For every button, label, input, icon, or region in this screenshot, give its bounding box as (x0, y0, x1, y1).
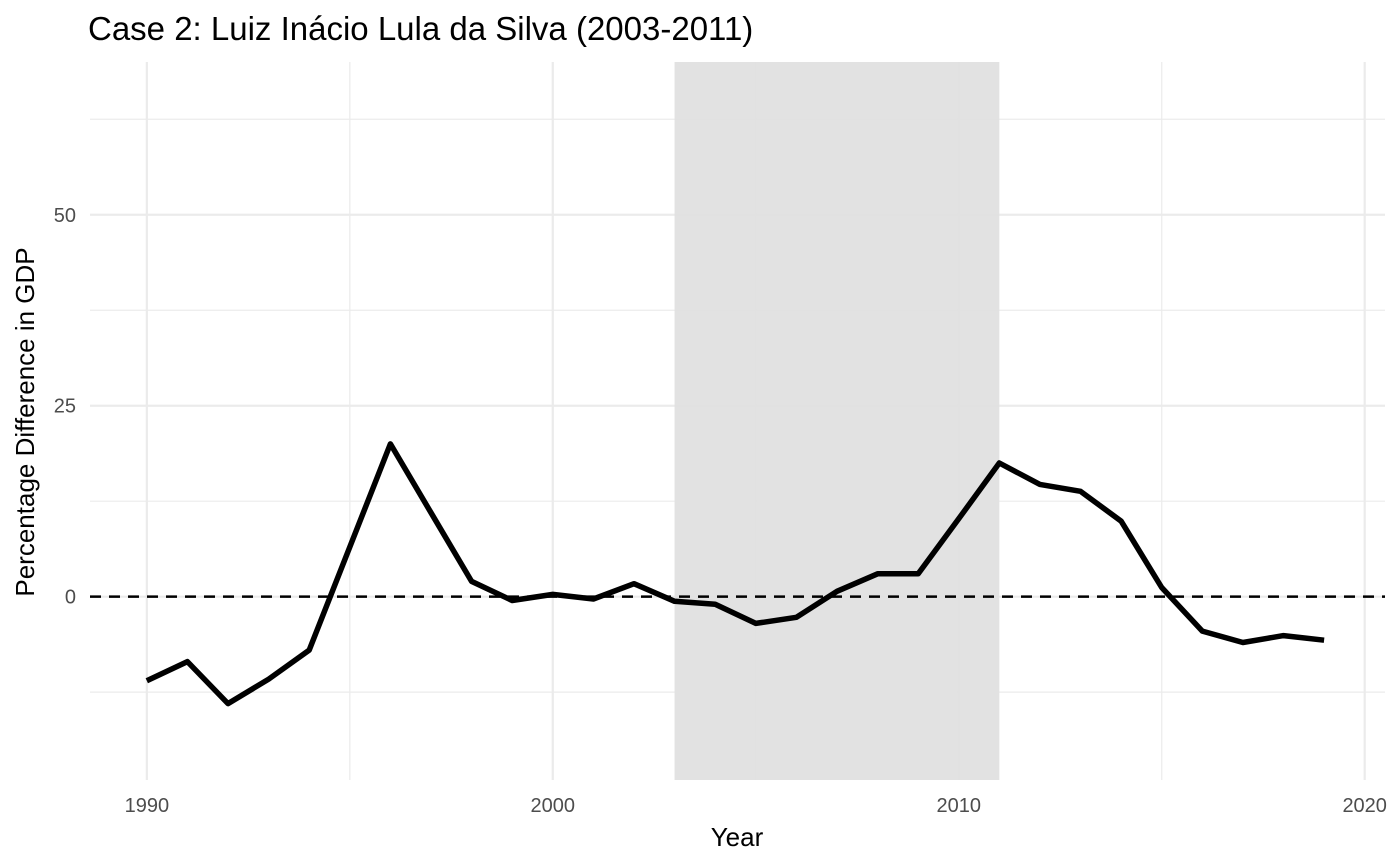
y-tick-label: 0 (65, 587, 76, 609)
y-axis-title: Percentage Difference in GDP (10, 247, 40, 596)
y-tick-label: 25 (54, 396, 76, 418)
y-tick-label: 50 (54, 205, 76, 227)
x-tick-label: 2000 (531, 795, 576, 817)
term-shaded-region (674, 62, 1000, 780)
x-tick-label: 1990 (125, 795, 170, 817)
x-tick-label: 2020 (1342, 795, 1387, 817)
gdp-difference-line (145, 441, 1325, 707)
plot-panel: 1990 2000 2010 2020 0 25 50 (54, 62, 1387, 817)
chart-title: Case 2: Luiz Inácio Lula da Silva (2003-… (88, 10, 753, 47)
x-axis-title: Year (711, 822, 764, 852)
x-tick-label: 2010 (936, 795, 981, 817)
